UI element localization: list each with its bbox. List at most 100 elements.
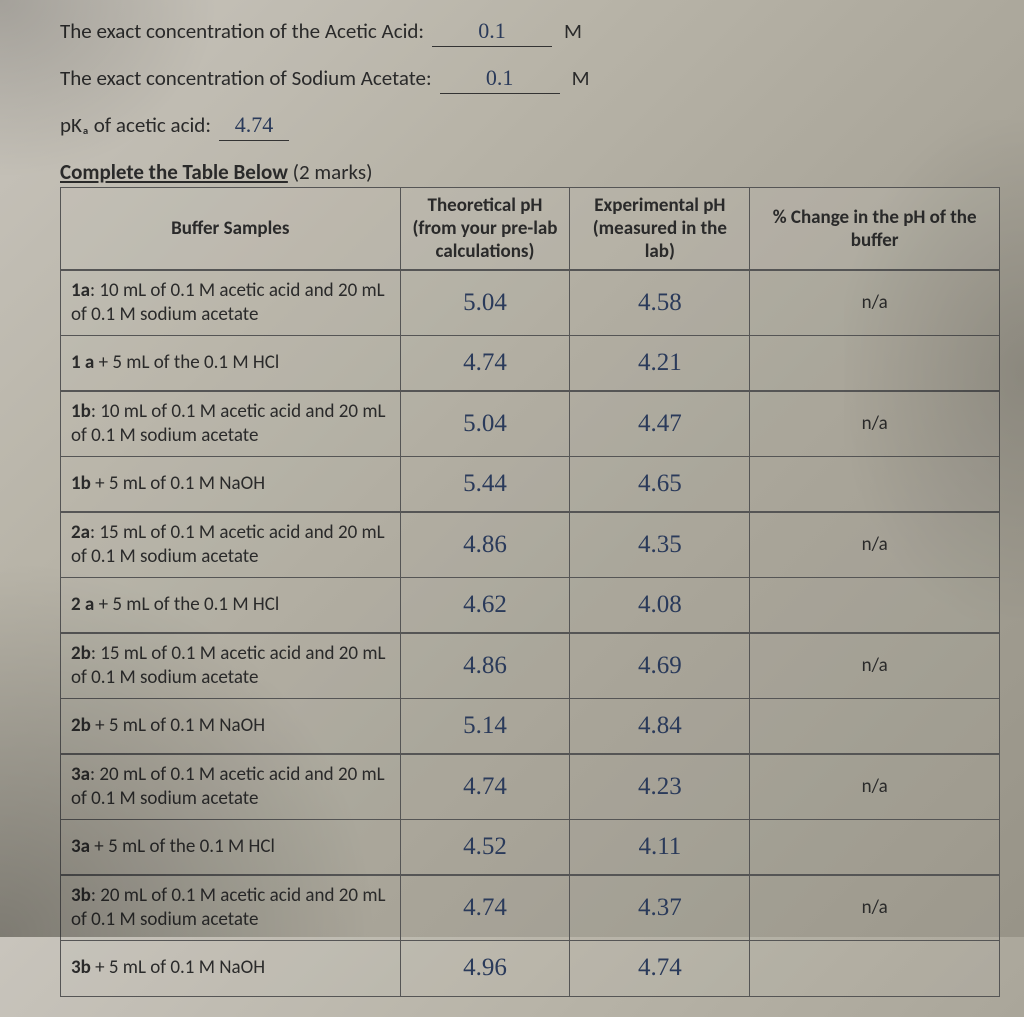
sample-id: 2a: [71, 521, 90, 544]
sample-id: 3a: [71, 835, 90, 858]
sample-id: 1b: [71, 472, 91, 495]
sample-id: 1b: [71, 400, 91, 423]
cell-experimental-ph: 4.69: [570, 633, 750, 698]
cell-theoretical-ph: 4.52: [400, 819, 570, 875]
sample-desc: : 20 mL of 0.1 M acetic acid and 20 mL o…: [71, 884, 386, 931]
sample-desc: : 15 mL of 0.1 M acetic acid and 20 mL o…: [71, 521, 385, 568]
cell-theoretical-ph: 5.44: [400, 456, 570, 512]
cell-percent-change: [750, 335, 1000, 391]
cell-sample: 1 a + 5 mL of the 0.1 M HCl: [61, 335, 401, 391]
cell-percent-change: [750, 456, 1000, 512]
sample-id: 3b: [71, 956, 91, 979]
cell-experimental-ph: 4.21: [570, 335, 750, 391]
cell-sample: 3b: 20 mL of 0.1 M acetic acid and 20 mL…: [61, 875, 401, 940]
cell-sample: 3b + 5 mL of 0.1 M NaOH: [61, 940, 401, 996]
sample-id: 2 a: [71, 593, 94, 616]
cell-theoretical-ph: 4.74: [400, 875, 570, 940]
cell-percent-change: n/a: [750, 875, 1000, 940]
cell-theoretical-ph: 5.04: [400, 270, 570, 335]
value-sodium-acetate: 0.1: [440, 65, 560, 94]
buffer-table: Buffer Samples Theoretical pH (from your…: [60, 187, 1000, 997]
cell-percent-change: n/a: [750, 512, 1000, 577]
header-sodium-acetate-conc: The exact concentration of Sodium Acetat…: [60, 65, 994, 94]
cell-experimental-ph: 4.08: [570, 577, 750, 633]
sample-desc: : 20 mL of 0.1 M acetic acid and 20 mL o…: [71, 763, 385, 810]
cell-theoretical-ph: 5.04: [400, 391, 570, 456]
cell-experimental-ph: 4.23: [570, 754, 750, 819]
cell-sample: 1b: 10 mL of 0.1 M acetic acid and 20 mL…: [61, 391, 401, 456]
table-row: 2b: 15 mL of 0.1 M acetic acid and 20 mL…: [61, 633, 1000, 698]
cell-experimental-ph: 4.65: [570, 456, 750, 512]
sample-id: 3a: [71, 763, 90, 786]
sample-desc: + 5 mL of 0.1 M NaOH: [91, 956, 265, 979]
cell-sample: 2b + 5 mL of 0.1 M NaOH: [61, 698, 401, 754]
th-buffer-samples: Buffer Samples: [61, 188, 401, 271]
cell-percent-change: n/a: [750, 633, 1000, 698]
cell-percent-change: n/a: [750, 754, 1000, 819]
value-acetic-acid: 0.1: [432, 18, 552, 47]
sample-desc: + 5 mL of 0.1 M NaOH: [91, 714, 265, 737]
th-experimental-ph: Experimental pH (measured in the lab): [570, 188, 750, 271]
cell-percent-change: [750, 819, 1000, 875]
cell-experimental-ph: 4.35: [570, 512, 750, 577]
sample-id: 1a: [71, 279, 90, 302]
unit-acetic-acid: M: [564, 18, 582, 44]
cell-theoretical-ph: 4.74: [400, 754, 570, 819]
cell-experimental-ph: 4.58: [570, 270, 750, 335]
sample-id: 2b: [71, 642, 91, 665]
table-row: 3a + 5 mL of the 0.1 M HCl4.524.11: [61, 819, 1000, 875]
sample-id: 2b: [71, 714, 91, 737]
cell-percent-change: [750, 698, 1000, 754]
table-header-row: Buffer Samples Theoretical pH (from your…: [61, 188, 1000, 271]
cell-theoretical-ph: 4.74: [400, 335, 570, 391]
cell-theoretical-ph: 5.14: [400, 698, 570, 754]
section-title: Complete the Table Below (2 marks): [60, 159, 994, 185]
table-row: 1b + 5 mL of 0.1 M NaOH 5.444.65: [61, 456, 1000, 512]
section-title-bold: Complete the Table Below: [60, 159, 288, 185]
table-row: 3a: 20 mL of 0.1 M acetic acid and 20 mL…: [61, 754, 1000, 819]
table-row: 1 a + 5 mL of the 0.1 M HCl4.744.21: [61, 335, 1000, 391]
sample-desc: + 5 mL of the 0.1 M HCl: [90, 835, 275, 858]
header-acetic-acid-conc: The exact concentration of the Acetic Ac…: [60, 18, 994, 47]
value-pka: 4.74: [219, 112, 289, 141]
cell-percent-change: n/a: [750, 270, 1000, 335]
table-row: 3b: 20 mL of 0.1 M acetic acid and 20 mL…: [61, 875, 1000, 940]
th-theoretical-ph: Theoretical pH (from your pre-lab calcul…: [400, 188, 570, 271]
cell-sample: 2a: 15 mL of 0.1 M acetic acid and 20 mL…: [61, 512, 401, 577]
sample-desc: : 10 mL of 0.1 M acetic acid and 20 mL o…: [71, 400, 386, 447]
cell-theoretical-ph: 4.96: [400, 940, 570, 996]
header-pka: pKₐ of acetic acid: 4.74: [60, 112, 994, 141]
table-body: 1a: 10 mL of 0.1 M acetic acid and 20 mL…: [61, 270, 1000, 996]
cell-sample: 2 a + 5 mL of the 0.1 M HCl: [61, 577, 401, 633]
cell-sample: 3a + 5 mL of the 0.1 M HCl: [61, 819, 401, 875]
cell-experimental-ph: 4.11: [570, 819, 750, 875]
cell-experimental-ph: 4.37: [570, 875, 750, 940]
sample-desc: + 5 mL of the 0.1 M HCl: [94, 593, 279, 616]
sample-desc: + 5 mL of 0.1 M NaOH: [91, 472, 265, 495]
label-pka: pKₐ of acetic acid:: [60, 112, 211, 138]
cell-sample: 1a: 10 mL of 0.1 M acetic acid and 20 mL…: [61, 270, 401, 335]
cell-theoretical-ph: 4.62: [400, 577, 570, 633]
section-title-rest: (2 marks): [293, 159, 373, 185]
table-row: 1b: 10 mL of 0.1 M acetic acid and 20 mL…: [61, 391, 1000, 456]
sample-desc: : 15 mL of 0.1 M acetic acid and 20 mL o…: [71, 642, 386, 689]
th-percent-change: % Change in the pH of the buffer: [750, 188, 1000, 271]
cell-percent-change: [750, 577, 1000, 633]
table-row: 3b + 5 mL of 0.1 M NaOH4.964.74: [61, 940, 1000, 996]
table-row: 1a: 10 mL of 0.1 M acetic acid and 20 mL…: [61, 270, 1000, 335]
unit-sodium-acetate: M: [572, 65, 590, 91]
cell-experimental-ph: 4.47: [570, 391, 750, 456]
cell-sample: 2b: 15 mL of 0.1 M acetic acid and 20 mL…: [61, 633, 401, 698]
sample-id: 3b: [71, 884, 91, 907]
table-row: 2 a + 5 mL of the 0.1 M HCl4.624.08: [61, 577, 1000, 633]
cell-experimental-ph: 4.74: [570, 940, 750, 996]
table-row: 2b + 5 mL of 0.1 M NaOH5.144.84: [61, 698, 1000, 754]
sample-desc: : 10 mL of 0.1 M acetic acid and 20 mL o…: [71, 279, 385, 326]
cell-percent-change: n/a: [750, 391, 1000, 456]
sample-id: 1 a: [71, 351, 94, 374]
label-sodium-acetate: The exact concentration of Sodium Acetat…: [60, 65, 432, 91]
cell-experimental-ph: 4.84: [570, 698, 750, 754]
sample-desc: + 5 mL of the 0.1 M HCl: [94, 351, 279, 374]
cell-percent-change: [750, 940, 1000, 996]
label-acetic-acid: The exact concentration of the Acetic Ac…: [60, 18, 424, 44]
